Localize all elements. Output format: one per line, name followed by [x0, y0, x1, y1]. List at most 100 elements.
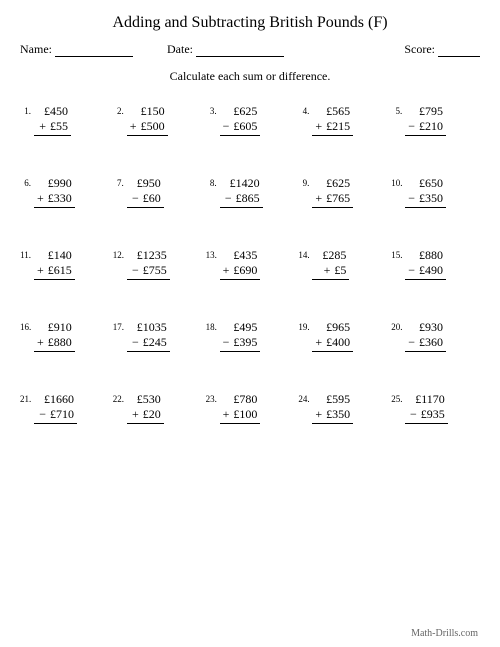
problem-number: 17. — [113, 320, 127, 332]
operator: + — [315, 191, 326, 205]
problem: 25.£1170− £935 — [391, 392, 480, 424]
problem-number: 13. — [206, 248, 220, 260]
operand-bottom-value: £615 — [48, 263, 72, 277]
operand-bottom-value: £20 — [143, 407, 161, 421]
problem: 18.£495− £395 — [206, 320, 295, 352]
operator: − — [410, 407, 421, 421]
operand-bottom: + £500 — [127, 119, 168, 136]
operand-bottom: − £710 — [34, 407, 77, 424]
operand-bottom: − £605 — [220, 119, 261, 136]
problem-body: £1420− £865 — [220, 176, 263, 208]
footer-credit: Math-Drills.com — [411, 628, 478, 639]
operand-bottom: − £210 — [405, 119, 446, 136]
operand-top: £1420 — [220, 176, 263, 191]
operand-bottom-value: £865 — [236, 191, 260, 205]
problem-body: £1170− £935 — [405, 392, 448, 424]
problem: 12.£1235− £755 — [113, 248, 202, 280]
problem-body: £880− £490 — [405, 248, 446, 280]
problem-number: 23. — [206, 392, 220, 404]
operand-bottom: − £245 — [127, 335, 170, 352]
operand-bottom: + £20 — [127, 407, 164, 424]
operand-bottom: + £5 — [312, 263, 349, 280]
operand-bottom-value: £490 — [419, 263, 443, 277]
operand-top: £595 — [312, 392, 353, 407]
problem-body: £795− £210 — [405, 104, 446, 136]
name-label: Name: — [20, 42, 52, 57]
operand-bottom-value: £350 — [326, 407, 350, 421]
worksheet-title: Adding and Subtracting British Pounds (F… — [20, 14, 480, 32]
operator: + — [315, 119, 326, 133]
operand-top: £625 — [220, 104, 261, 119]
problem: 2.£150+ £500 — [113, 104, 202, 136]
problem: 8.£1420− £865 — [206, 176, 295, 208]
operator: − — [132, 335, 143, 349]
operand-bottom-value: £765 — [326, 191, 350, 205]
operand-top: £565 — [312, 104, 353, 119]
operand-top: £1660 — [34, 392, 77, 407]
operand-bottom-value: £690 — [233, 263, 257, 277]
problem: 3.£625− £605 — [206, 104, 295, 136]
operand-bottom-value: £100 — [233, 407, 257, 421]
operand-bottom: + £880 — [34, 335, 75, 352]
problem-number: 14. — [298, 248, 312, 260]
problem-number: 24. — [298, 392, 312, 404]
problem-body: £1660− £710 — [34, 392, 77, 424]
operand-bottom-value: £210 — [419, 119, 443, 133]
operand-top: £140 — [34, 248, 75, 263]
operand-top: £950 — [127, 176, 164, 191]
operand-top: £795 — [405, 104, 446, 119]
operand-top: £650 — [405, 176, 446, 191]
problem-body: £150+ £500 — [127, 104, 168, 136]
problem: 5.£795− £210 — [391, 104, 480, 136]
operator: − — [223, 119, 234, 133]
operand-bottom: + £615 — [34, 263, 75, 280]
operand-bottom: + £690 — [220, 263, 261, 280]
name-field: Name: — [20, 42, 133, 57]
operand-top: £435 — [220, 248, 261, 263]
instruction-text: Calculate each sum or difference. — [20, 69, 480, 84]
problem-number: 5. — [391, 104, 405, 116]
date-field: Date: — [167, 42, 284, 57]
problem: 17.£1035− £245 — [113, 320, 202, 352]
problem-body: £595+ £350 — [312, 392, 353, 424]
problem-number: 8. — [206, 176, 220, 188]
problem-body: £950− £60 — [127, 176, 164, 208]
problem-number: 22. — [113, 392, 127, 404]
problem-body: £140+ £615 — [34, 248, 75, 280]
operand-bottom: − £395 — [220, 335, 261, 352]
operator: + — [223, 407, 234, 421]
score-label: Score: — [404, 42, 435, 57]
operand-bottom-value: £935 — [421, 407, 445, 421]
problem: 23.£780+ £100 — [206, 392, 295, 424]
operand-bottom-value: £500 — [141, 119, 165, 133]
problem-number: 9. — [298, 176, 312, 188]
problem-body: £285+ £5 — [312, 248, 349, 280]
operand-top: £880 — [405, 248, 446, 263]
operand-bottom-value: £60 — [143, 191, 161, 205]
problem: 14.£285+ £5 — [298, 248, 387, 280]
operand-bottom: − £350 — [405, 191, 446, 208]
problem-body: £625+ £765 — [312, 176, 353, 208]
problem-body: £965+ £400 — [312, 320, 353, 352]
operand-top: £150 — [127, 104, 168, 119]
operand-bottom: − £360 — [405, 335, 446, 352]
problem-number: 1. — [20, 104, 34, 116]
problem-number: 10. — [391, 176, 405, 188]
operand-bottom-value: £55 — [50, 119, 68, 133]
problem-number: 25. — [391, 392, 405, 404]
problem: 1.£450+ £55 — [20, 104, 109, 136]
name-blank — [55, 45, 133, 57]
operator: − — [408, 119, 419, 133]
problem-body: £990+ £330 — [34, 176, 75, 208]
date-label: Date: — [167, 42, 193, 57]
problem-number: 7. — [113, 176, 127, 188]
operand-top: £910 — [34, 320, 75, 335]
problem: 4.£565+ £215 — [298, 104, 387, 136]
problem: 16.£910+ £880 — [20, 320, 109, 352]
problem-body: £910+ £880 — [34, 320, 75, 352]
operand-bottom-value: £755 — [143, 263, 167, 277]
date-blank — [196, 45, 284, 57]
operand-top: £990 — [34, 176, 75, 191]
operand-bottom-value: £360 — [419, 335, 443, 349]
problem: 15.£880− £490 — [391, 248, 480, 280]
